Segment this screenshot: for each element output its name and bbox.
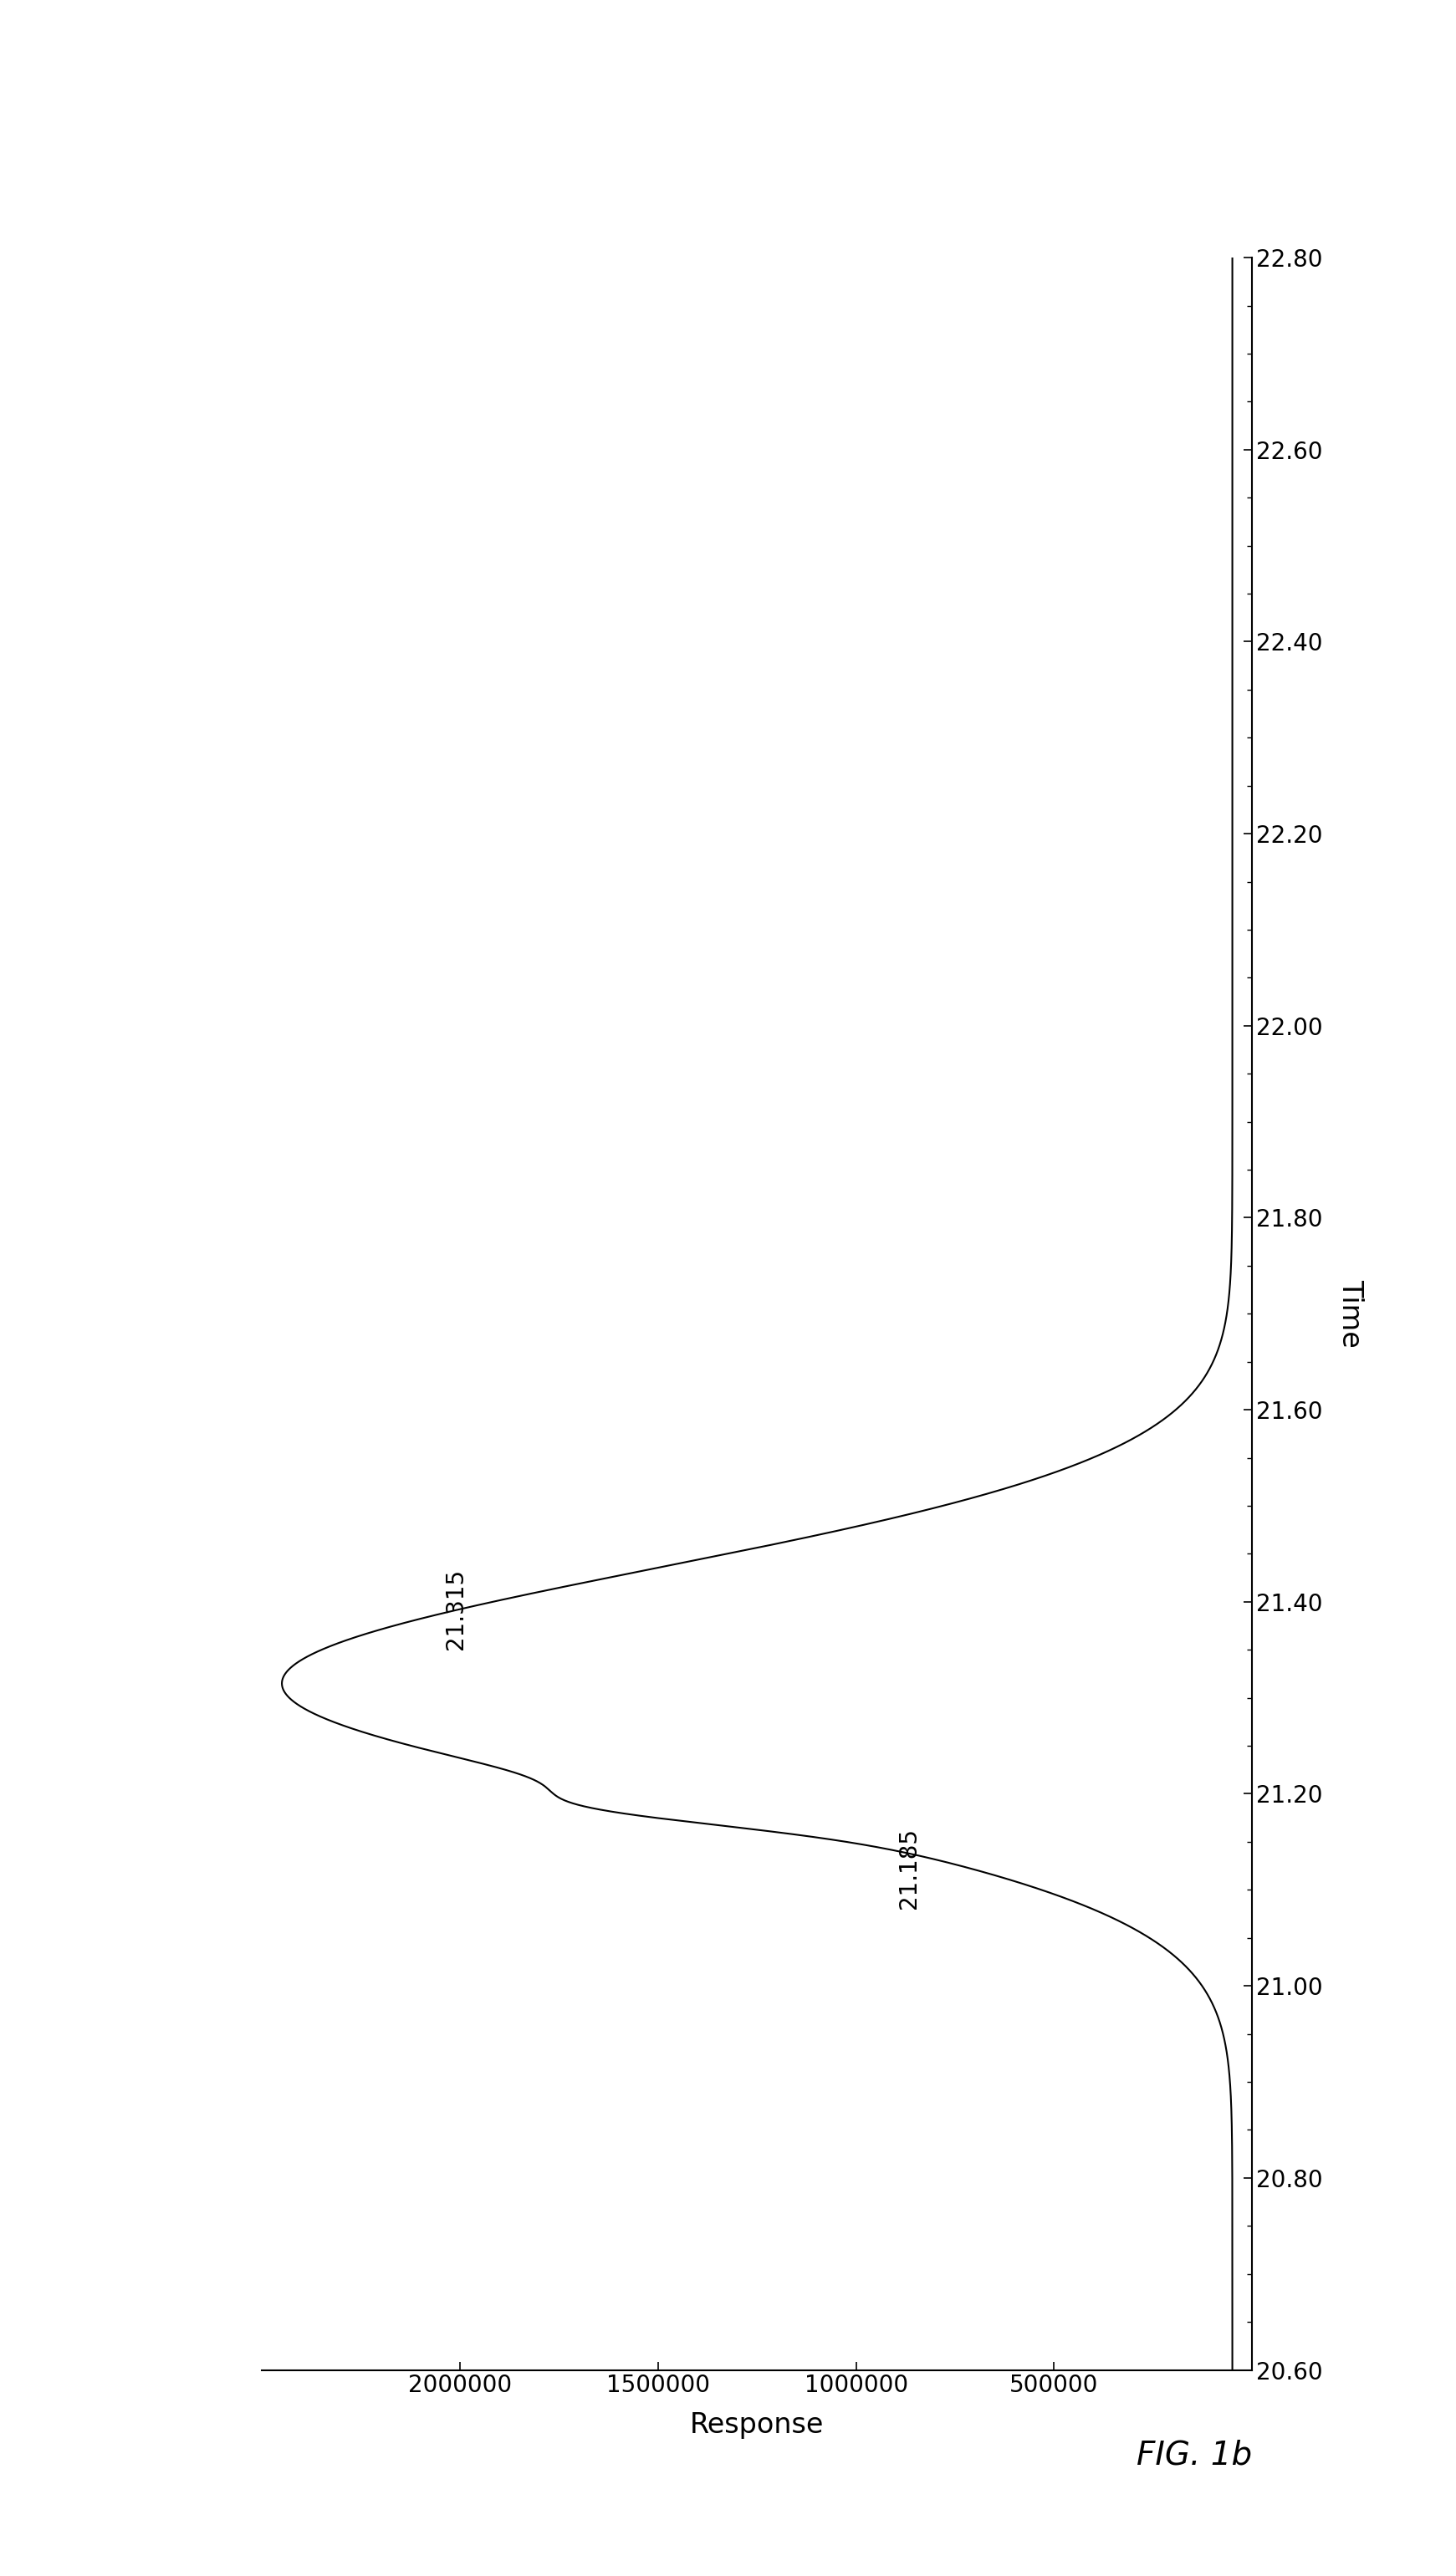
X-axis label: Response: Response <box>690 2411 824 2439</box>
Text: FIG. 1b: FIG. 1b <box>1136 2439 1252 2470</box>
Text: 21.185: 21.185 <box>897 1826 920 1909</box>
Text: 21.315: 21.315 <box>444 1569 467 1649</box>
Y-axis label: Time: Time <box>1337 1280 1364 1347</box>
